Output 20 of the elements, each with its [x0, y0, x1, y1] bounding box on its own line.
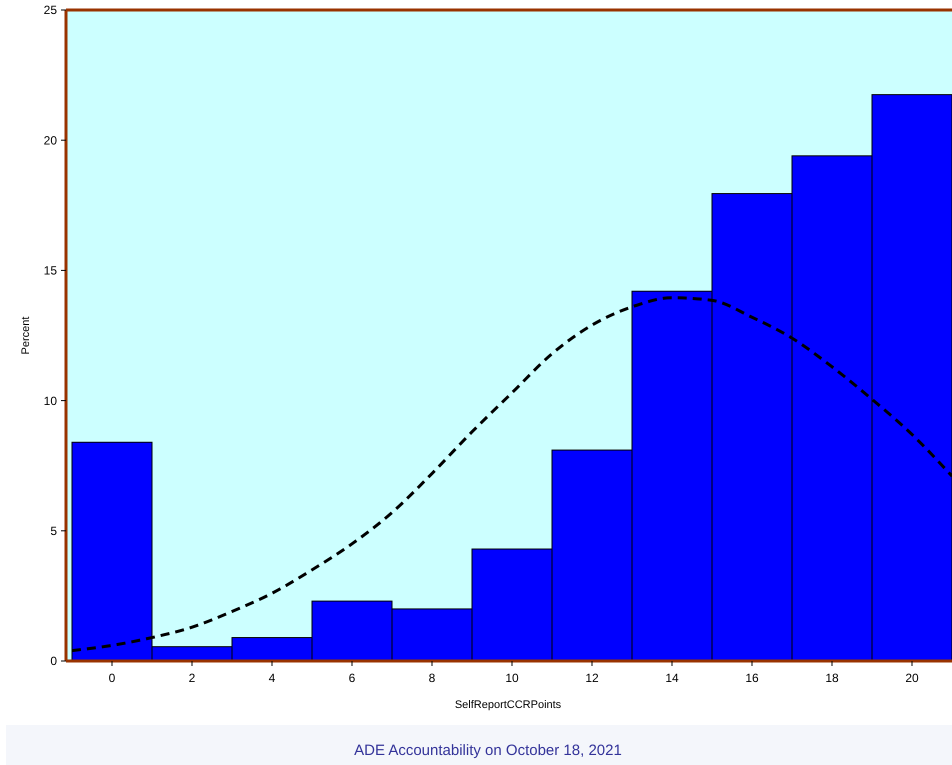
x-tick-label: 2 — [188, 671, 196, 685]
x-axis-title: SelfReportCCRPoints — [454, 699, 562, 711]
x-tick-label: 18 — [825, 671, 839, 685]
x-tick-label: 20 — [905, 671, 919, 685]
text: ADE Accountability on October 18, 2021 — [354, 742, 622, 759]
y-axis-title: Percent — [20, 316, 32, 354]
x-tick-label: 10 — [505, 671, 519, 685]
y-tick-label: 0 — [50, 654, 58, 668]
y-tick-label: 5 — [50, 524, 58, 538]
x-tick-label: 12 — [585, 671, 599, 685]
y-tick-label: 20 — [44, 133, 58, 148]
y-tick-label: 10 — [44, 394, 58, 408]
x-tick-label: 16 — [745, 671, 759, 685]
x-tick-label: 0 — [108, 671, 116, 685]
x-tick-label: 4 — [268, 671, 276, 685]
x-tick-label: 6 — [348, 671, 356, 685]
x-tick-label: 14 — [665, 671, 679, 685]
y-tick-label: 15 — [44, 264, 58, 278]
y-tick-label: 25 — [44, 3, 58, 18]
x-tick-label: 8 — [428, 671, 436, 685]
